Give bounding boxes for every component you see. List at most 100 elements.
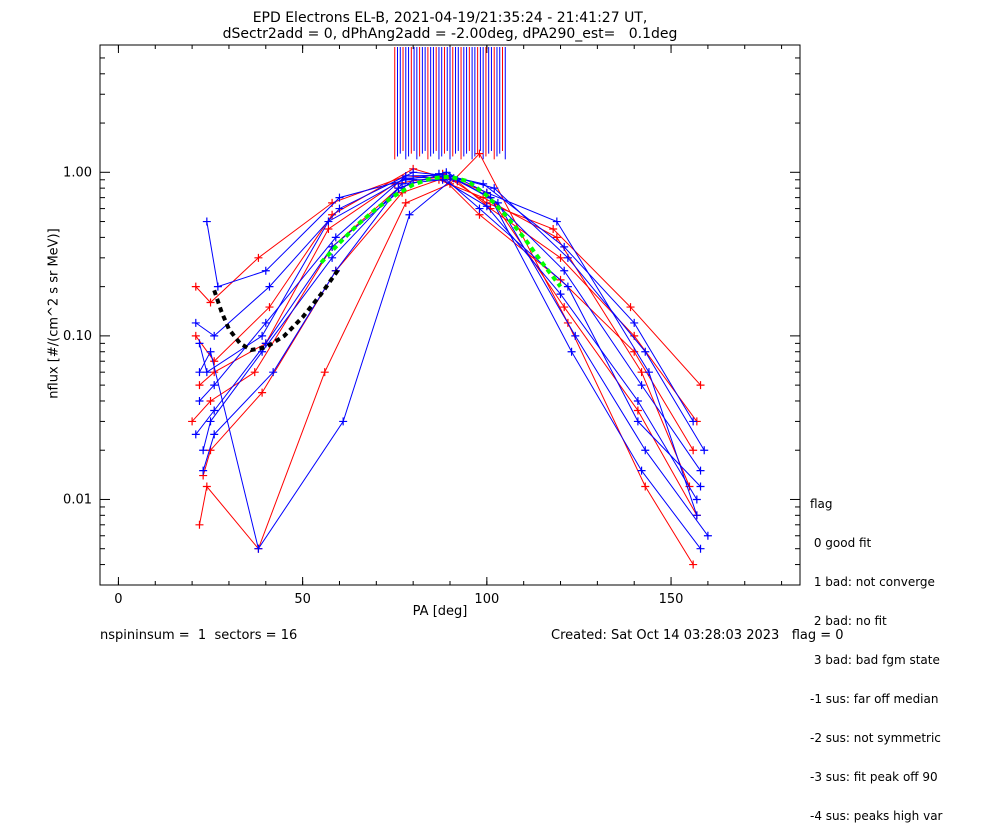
footer-settings: nspininsum = 1 sectors = 16 <box>100 628 298 643</box>
series-line <box>199 177 701 550</box>
data-point <box>202 217 211 226</box>
data-point <box>556 290 565 299</box>
series-line <box>199 152 694 565</box>
legend-item: -3 sus: fit peak off 90 <box>810 770 938 784</box>
x-tick-label: 50 <box>294 592 311 607</box>
data-point <box>490 184 499 193</box>
data-point <box>475 149 484 158</box>
data-point <box>265 282 274 291</box>
data-point <box>258 331 267 340</box>
data-point <box>328 253 337 262</box>
data-point <box>202 368 211 377</box>
y-axis-label: nflux [#/(cm^2 s sr MeV)] <box>46 228 62 399</box>
data-point <box>335 204 344 213</box>
series-line <box>191 173 701 422</box>
y-tick-label: 0.10 <box>63 329 92 344</box>
series-line <box>206 173 694 422</box>
data-point <box>206 347 215 356</box>
data-point <box>202 482 211 491</box>
data-point <box>195 339 204 348</box>
data-point <box>630 318 639 327</box>
data-point <box>195 520 204 529</box>
data-point <box>696 466 705 475</box>
series-line <box>202 179 690 487</box>
data-point <box>206 396 215 405</box>
data-point <box>210 357 219 366</box>
data-point <box>213 282 222 291</box>
data-point <box>475 204 484 213</box>
data-point <box>191 430 200 439</box>
data-point <box>261 339 270 348</box>
data-point <box>482 202 491 211</box>
data-point <box>250 368 259 377</box>
series-line <box>195 168 698 422</box>
data-point <box>195 368 204 377</box>
data-point <box>328 198 337 207</box>
data-point <box>320 368 329 377</box>
data-point <box>641 482 650 491</box>
data-point <box>696 544 705 553</box>
legend-item: -4 sus: peaks high var <box>810 809 943 823</box>
data-point <box>692 495 701 504</box>
legend-item: 2 bad: no fit <box>810 614 887 628</box>
legend-item: 3 bad: bad fgm state <box>810 653 940 667</box>
data-point <box>191 331 200 340</box>
data-point <box>700 446 709 455</box>
data-point <box>206 298 215 307</box>
data-point <box>210 406 219 415</box>
data-point <box>560 266 569 275</box>
footer-created: Created: Sat Oct 14 03:28:03 2023 flag =… <box>551 628 844 643</box>
data-point <box>258 388 267 397</box>
data-point <box>567 347 576 356</box>
data-point <box>560 303 569 312</box>
chart-subtitle: dSectr2add = 0, dPhAng2add = -2.00deg, d… <box>222 26 678 42</box>
y-tick-label: 1.00 <box>63 165 92 180</box>
data-point <box>210 430 219 439</box>
data-point <box>324 225 333 234</box>
x-tick-label: 150 <box>659 592 684 607</box>
data-point <box>331 233 340 242</box>
data-point <box>696 381 705 390</box>
x-tick-label: 100 <box>474 592 499 607</box>
data-point <box>637 466 646 475</box>
x-tick-label: 0 <box>114 592 122 607</box>
data-point <box>626 303 635 312</box>
data-point <box>637 381 646 390</box>
data-point <box>571 331 580 340</box>
legend-item: 1 bad: not converge <box>810 575 935 589</box>
data-point <box>210 368 219 377</box>
legend-item: -2 sus: not symmetric <box>810 731 941 745</box>
data-point <box>269 368 278 377</box>
data-point <box>195 381 204 390</box>
chart-title: EPD Electrons EL-B, 2021-04-19/21:35:24 … <box>252 10 648 26</box>
data-point <box>210 381 219 390</box>
data-point <box>633 417 642 426</box>
data-point <box>479 179 488 188</box>
data-point <box>335 193 344 202</box>
chart-plot: 0 50 100 150 0.01 0.10 1.00 <box>63 44 801 607</box>
legend-item: 0 good fit <box>810 536 872 550</box>
data-point <box>689 417 698 426</box>
data-point <box>409 175 418 184</box>
data-point <box>191 318 200 327</box>
data-point <box>552 217 561 226</box>
data-point <box>696 482 705 491</box>
data-point <box>641 347 650 356</box>
fit-curve <box>319 174 563 288</box>
data-point <box>401 174 410 183</box>
data-point <box>560 242 569 251</box>
data-point <box>191 282 200 291</box>
data-point <box>254 544 263 553</box>
data-point <box>405 210 414 219</box>
data-point <box>689 560 698 569</box>
data-point <box>633 406 642 415</box>
data-point <box>210 331 219 340</box>
data-point <box>188 417 197 426</box>
data-point <box>409 168 418 177</box>
series-line <box>195 175 694 451</box>
data-point <box>563 253 572 262</box>
data-point <box>552 233 561 242</box>
data-point <box>689 446 698 455</box>
data-point <box>563 282 572 291</box>
data-point <box>265 303 274 312</box>
